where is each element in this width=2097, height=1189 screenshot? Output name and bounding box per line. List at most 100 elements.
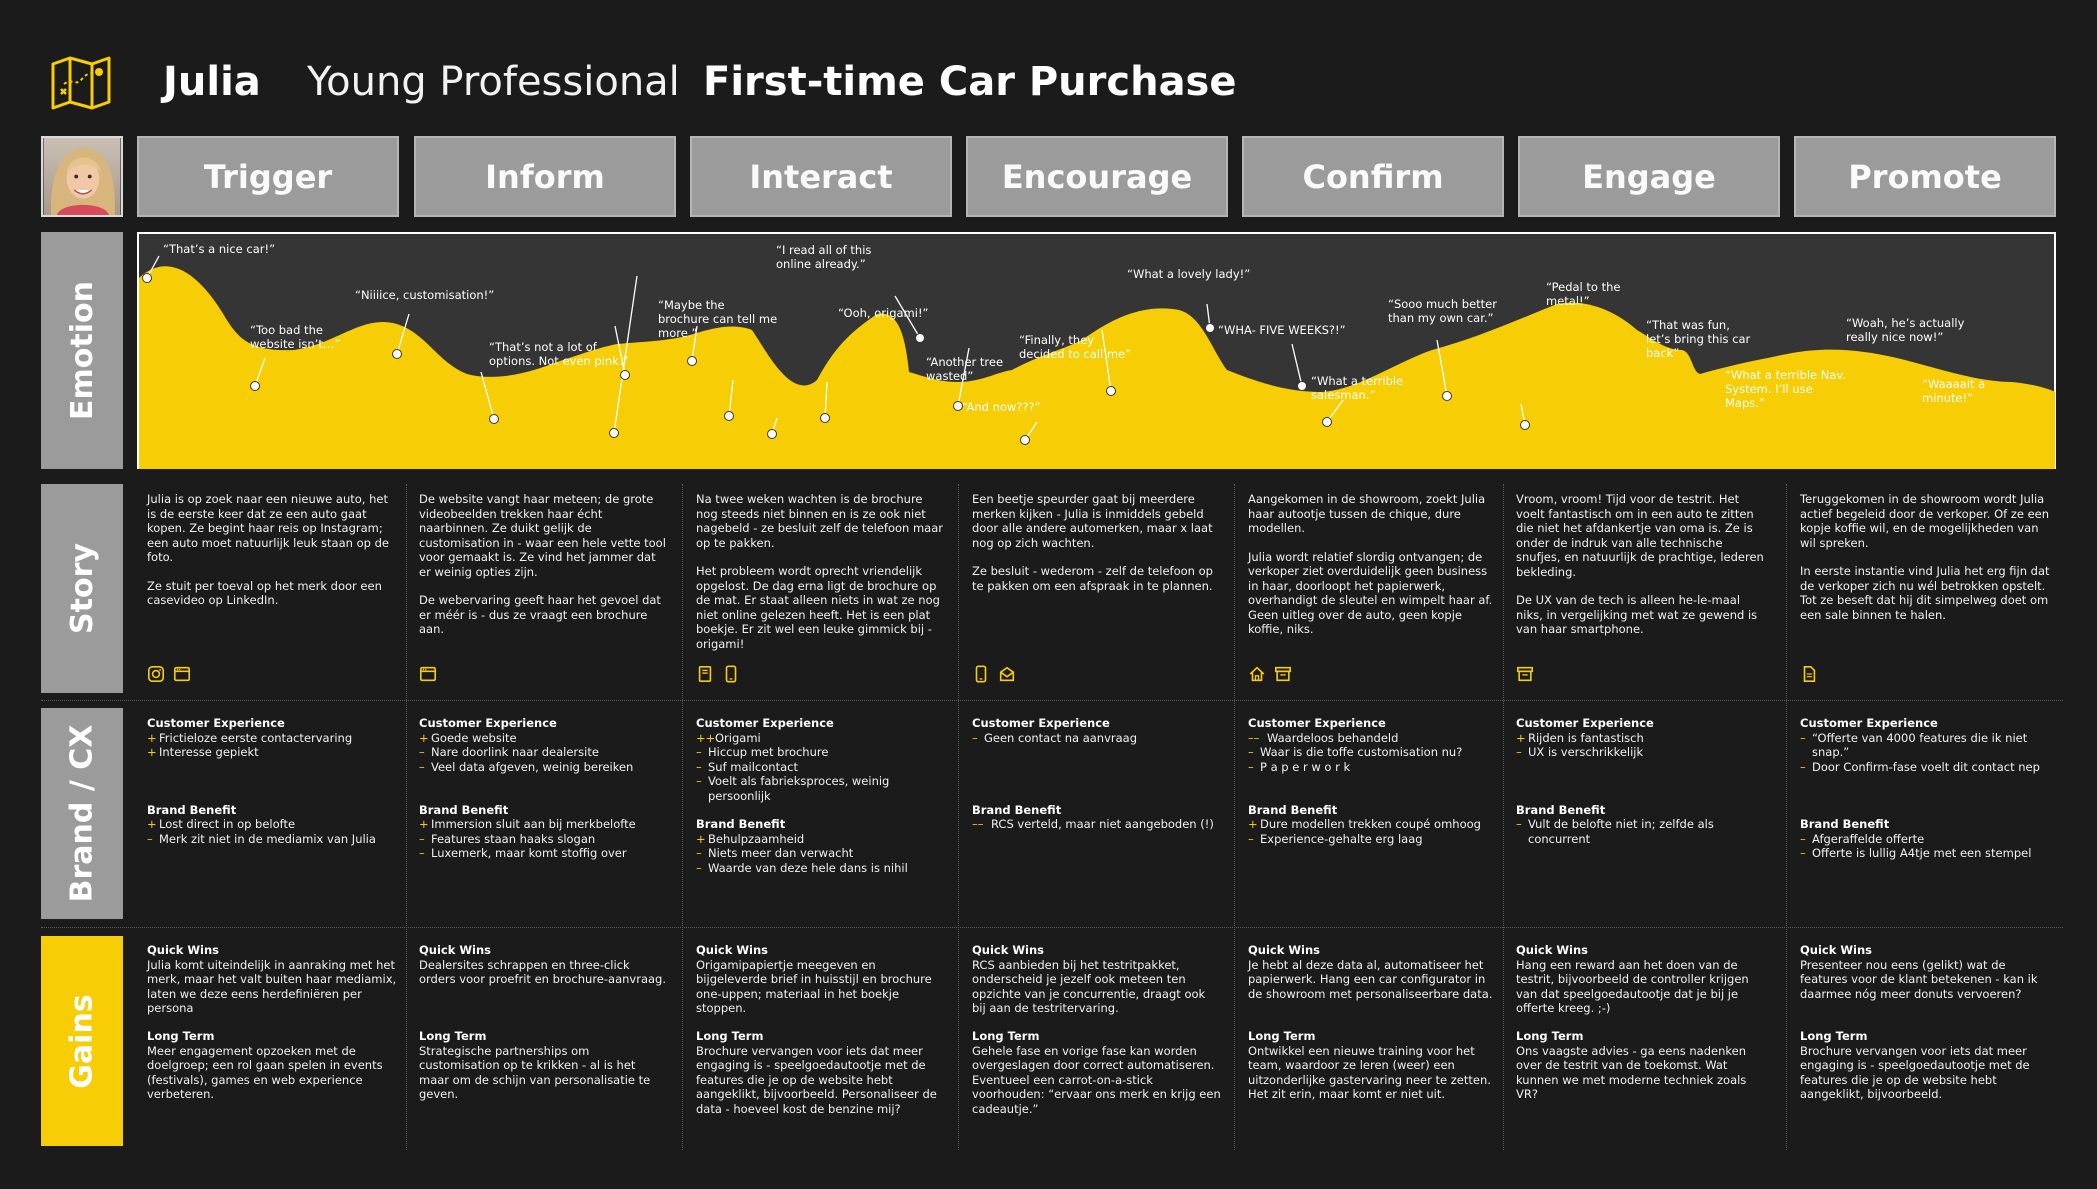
gains-block: Quick Wins Julia komt uiteindelijk in aan… (147, 943, 397, 1016)
story-paragraph: In eerste instantie vind Julia het erg f… (1800, 564, 2050, 622)
quick-wins-text: RCS aanbieden bij het testritpakket, ond… (972, 957, 1206, 1016)
brand-benefit-heading: Brand Benefit (147, 802, 237, 817)
row-label-gains-text: Gains (64, 993, 100, 1089)
gains-block: Quick Wins Hang een reward aan het doen v… (1516, 943, 1766, 1016)
story-paragraph: Ze besluit - wederom - zelf de telefoon … (972, 564, 1213, 593)
story-paragraph: De UX van de tech is alleen he-le-maal n… (1516, 593, 1758, 636)
emotion-quote-12: “WHA- FIVE WEEKS?!” (1218, 323, 1346, 337)
bb-mark: – (696, 860, 702, 875)
cx-mark: – (1516, 745, 1522, 759)
bb-text: Vult de belofte niet in; zelfde als conc… (1528, 817, 1714, 846)
story-text: Na twee weken wachten is de brochure nog… (696, 492, 946, 665)
gains-block: Quick Wins Presenteer nou eens (gelikt) w… (1800, 943, 2050, 1001)
long-term-heading: Long Term (147, 1029, 215, 1043)
bb-text: Afgeraffelde offerte (1812, 831, 1925, 846)
brand-benefit-heading: Brand Benefit (696, 817, 786, 831)
instagram-icon (147, 665, 165, 687)
row-label-brand: Brand / CX (41, 708, 123, 919)
bb-item: – Merk zit niet in de mediamix van Julia (147, 832, 397, 847)
column-divider (1503, 484, 1504, 1150)
story-paragraph: Julia is op zoek naar een nieuwe auto, h… (147, 492, 389, 564)
bb-mark: + (696, 831, 706, 846)
long-term-text: Ontwikkel een nieuwe training voor het t… (1248, 1043, 1491, 1102)
quick-wins-text: Je hebt al deze data al, automatiseer he… (1248, 957, 1493, 1001)
persona-name: Julia (163, 59, 261, 105)
mail-icon (998, 665, 1016, 687)
cx-mark: – (696, 759, 702, 774)
cx-item: – Waar is die toffe customisation nu? (1248, 745, 1498, 760)
emotion-quote-16: “That was fun, let’s bring this car back… (1646, 318, 1751, 360)
bb-text: Luxemerk, maar komt stoffig over (431, 846, 627, 860)
cx-item: – Door Confirm-fase voelt dit contact nep (1800, 760, 2050, 775)
cx-item: + Goede website (419, 731, 669, 746)
emotion-quote-17: “What a terrible Nav. System. I’ll use M… (1725, 368, 1847, 410)
long-term-text: Ons vaagste advies - ga eens nadenken ov… (1516, 1043, 1747, 1102)
story-paragraph: De webervaring geeft haar het gevoel dat… (419, 593, 661, 636)
row-divider (41, 927, 2063, 928)
cx-mark: – (1800, 730, 1806, 745)
channel-icons (1516, 665, 1534, 687)
cx-item: – Geen contact na aanvraag (972, 731, 1222, 746)
row-label-gains: Gains (41, 936, 123, 1146)
emotion-quote-2: “Too bad the website isn’t…” (250, 323, 341, 351)
cx-item: ++ Origami (696, 731, 946, 746)
phase-confirm: Confirm (1242, 136, 1504, 217)
cx-item: + Rijden is fantastisch (1516, 731, 1766, 746)
bb-text: Niets meer dan verwacht (708, 846, 854, 860)
quick-wins-text: Hang een reward aan het doen van de test… (1516, 957, 1749, 1016)
bb-item: – Afgeraffelde offerte (1800, 832, 2050, 847)
bb-mark: – (1800, 831, 1806, 846)
channel-icons (696, 665, 740, 687)
column-divider (406, 484, 407, 1150)
column-divider (1234, 484, 1235, 1150)
long-term-heading: Long Term (696, 1029, 764, 1043)
long-term-heading: Long Term (1248, 1029, 1316, 1043)
column-divider (682, 484, 683, 1150)
brochure-icon (696, 665, 714, 687)
long-term-heading: Long Term (1516, 1029, 1584, 1043)
quick-wins-heading: Quick Wins (972, 943, 1045, 957)
cx-text: Origami (715, 730, 761, 745)
cx-text: Frictieloze eerste contactervaring (159, 730, 353, 745)
journey-title: First-time Car Purchase (703, 59, 1237, 105)
column-divider (958, 484, 959, 1150)
phone-icon (722, 665, 740, 687)
gains-block: Quick Wins Dealersites schrappen en three… (419, 943, 669, 987)
bb-mark: – (419, 831, 425, 846)
story-text: Aangekomen in de showroom, zoekt Julia h… (1248, 492, 1498, 651)
bb-item: – Experience-gehalte erg laag (1248, 832, 1498, 847)
cx-item: – UX is verschrikkelijk (1516, 745, 1766, 760)
cx-text: Door Confirm-fase voelt dit contact nep (1812, 759, 2040, 774)
bb-mark: – (1248, 831, 1254, 846)
persona-role: Young Professional (307, 59, 680, 105)
quick-wins-heading: Quick Wins (1800, 943, 1873, 957)
bb-text: Features staan haaks slogan (431, 831, 596, 846)
cx-item: – “Offerte van 4000 features die ik niet … (1800, 731, 2050, 760)
cx-text: P a p e r w o r k (1260, 759, 1351, 774)
channel-icons (147, 665, 191, 687)
bb-mark: – (696, 846, 702, 860)
long-term-block: Long Term Strategische partnerships om cu… (419, 1029, 669, 1102)
brand-benefit-heading: Brand Benefit (419, 802, 509, 817)
persona-avatar (41, 136, 123, 217)
website-icon (419, 665, 437, 687)
cx-mark: –– (1248, 730, 1260, 745)
story-paragraph: Julia wordt relatief slordig ontvangen; … (1248, 549, 1493, 637)
bb-item: – Offerte is lullig A4tje met een stempel (1800, 846, 2050, 861)
cx-item: – Veel data afgeven, weinig bereiken (419, 760, 669, 775)
emotion-quote-5: “Maybe the brochure can tell me more.” (658, 298, 778, 340)
cx-mark: + (1516, 730, 1526, 745)
cx-text: Waar is die toffe customisation nu? (1260, 745, 1463, 759)
bb-mark: – (1800, 846, 1806, 860)
long-term-heading: Long Term (419, 1029, 487, 1043)
cx-text: Rijden is fantastisch (1528, 730, 1644, 745)
avatar-image (43, 138, 121, 215)
gains-block: Quick Wins Origamipapiertje meegeven en b… (696, 943, 946, 1016)
bb-item: – Vult de belofte niet in; zelfde als con… (1516, 817, 1766, 846)
cx-item: – Suf mailcontact (696, 760, 946, 775)
cx-item: –– Waardeloos behandeld (1248, 731, 1498, 746)
bb-text: Offerte is lullig A4tje met een stempel (1812, 846, 2032, 860)
bb-item: – Luxemerk, maar komt stoffig over (419, 846, 669, 861)
emotion-quote-1: “That’s a nice car!” (163, 242, 276, 256)
long-term-text: Meer engagement opzoeken met de doelgroe… (147, 1043, 383, 1102)
